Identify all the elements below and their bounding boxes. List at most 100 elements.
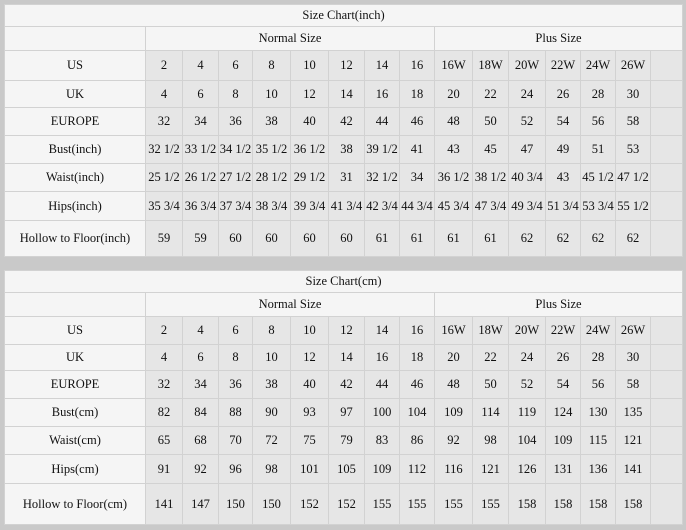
empty-cell	[649, 483, 684, 525]
table-row: Bust(cm) 82 84 88 90 93 97 100 104 109 114 119 124 13…	[4, 398, 684, 427]
empty-cell	[649, 344, 684, 371]
size-value-cell: 59	[145, 220, 183, 257]
size-value-cell: 42 3/4	[364, 191, 400, 221]
size-value-cell: 35 3/4	[145, 191, 183, 221]
size-value-cell: 2	[145, 50, 183, 81]
size-value-cell: 93	[290, 398, 329, 427]
table-row: Waist(cm) 65 68 70 72 75 79 83 86 92 98 104 109 115 12…	[4, 426, 684, 455]
size-value-cell: 158	[508, 483, 546, 525]
row-label: Bust(inch)	[4, 135, 146, 164]
size-value-cell: 43	[545, 163, 581, 192]
size-value-cell: 54	[545, 107, 581, 136]
size-value-cell: 29 1/2	[290, 163, 329, 192]
size-value-cell: 16W	[434, 316, 473, 345]
size-value-cell: 47 1/2	[615, 163, 651, 192]
size-value-cell: 8	[218, 80, 253, 108]
empty-cell	[649, 163, 684, 192]
table-row: EUROPE 32 34 36 38 40 42 44 46 48 50 52 54 56 58	[4, 107, 684, 136]
size-value-cell: 53 3/4	[580, 191, 616, 221]
size-value-cell: 16	[364, 344, 400, 371]
table-row: EUROPE 32 34 36 38 40 42 44 46 48 50 52 54 56 58	[4, 370, 684, 399]
size-value-cell: 6	[182, 344, 219, 371]
size-value-cell: 12	[290, 344, 329, 371]
size-value-cell: 40	[290, 107, 329, 136]
size-value-cell: 91	[145, 454, 183, 484]
size-value-cell: 147	[182, 483, 219, 525]
size-value-cell: 109	[545, 426, 581, 455]
size-value-cell: 12	[328, 316, 365, 345]
size-value-cell: 10	[290, 316, 329, 345]
size-value-cell: 38 3/4	[252, 191, 291, 221]
size-value-cell: 124	[545, 398, 581, 427]
group-header-normal: Normal Size	[145, 26, 435, 51]
row-label: Bust(cm)	[4, 398, 146, 427]
size-value-cell: 141	[615, 454, 651, 484]
size-value-cell: 25 1/2	[145, 163, 183, 192]
table-row: Hollow to Floor(cm) 141 147 150 150 152 152 155…	[4, 483, 684, 525]
size-value-cell: 38	[252, 107, 291, 136]
table-row: US 2 4 6 8 10 12 14 16 16W 18W 20W 22W 24W 26W	[4, 50, 684, 81]
size-value-cell: 20W	[508, 50, 546, 81]
size-value-cell: 152	[328, 483, 365, 525]
size-value-cell: 4	[182, 316, 219, 345]
size-value-cell: 84	[182, 398, 219, 427]
size-value-cell: 55 1/2	[615, 191, 651, 221]
size-value-cell: 18	[399, 80, 435, 108]
row-label: Waist(inch)	[4, 163, 146, 192]
table-row: UK 4 6 8 10 12 14 16 18 20 22 24 26 28 30	[4, 80, 684, 108]
size-chart-inch: Size Chart(inch) Normal Size Plus Size US 2 4…	[3, 4, 684, 257]
size-value-cell: 119	[508, 398, 546, 427]
size-value-cell: 26W	[615, 316, 651, 345]
size-value-cell: 52	[508, 107, 546, 136]
empty-cell	[649, 80, 684, 108]
size-value-cell: 59	[182, 220, 219, 257]
size-value-cell: 82	[145, 398, 183, 427]
table-row: Bust(inch) 32 1/2 33 1/2 34 1/2 35 1/2 36 1/2…	[4, 135, 684, 164]
size-value-cell: 56	[580, 107, 616, 136]
size-value-cell: 14	[328, 80, 365, 108]
row-label: EUROPE	[4, 107, 146, 136]
size-value-cell: 32	[145, 107, 183, 136]
size-value-cell: 150	[218, 483, 253, 525]
size-value-cell: 26	[545, 344, 581, 371]
size-value-cell: 155	[434, 483, 473, 525]
size-value-cell: 36 1/2	[434, 163, 473, 192]
size-value-cell: 4	[145, 344, 183, 371]
empty-cell	[649, 220, 684, 257]
size-value-cell: 26	[545, 80, 581, 108]
empty-cell	[649, 370, 684, 399]
size-value-cell: 16	[399, 316, 435, 345]
size-value-cell: 32 1/2	[364, 163, 400, 192]
size-value-cell: 27 1/2	[218, 163, 253, 192]
size-value-cell: 44	[364, 370, 400, 399]
size-value-cell: 24	[508, 80, 546, 108]
size-value-cell: 68	[182, 426, 219, 455]
size-value-cell: 42	[328, 370, 365, 399]
size-value-cell: 8	[252, 50, 291, 81]
group-header-normal: Normal Size	[145, 292, 435, 317]
size-value-cell: 36	[218, 107, 253, 136]
size-value-cell: 40 3/4	[508, 163, 546, 192]
size-value-cell: 18W	[472, 316, 509, 345]
empty-cell	[649, 135, 684, 164]
size-value-cell: 20W	[508, 316, 546, 345]
size-value-cell: 50	[472, 107, 509, 136]
size-value-cell: 20	[434, 344, 473, 371]
size-chart-cm: Size Chart(cm) Normal Size Plus Size US 2 4 6 8…	[3, 270, 684, 525]
size-value-cell: 155	[399, 483, 435, 525]
size-value-cell: 42	[328, 107, 365, 136]
size-value-cell: 32 1/2	[145, 135, 183, 164]
size-value-cell: 46	[399, 107, 435, 136]
size-value-cell: 41 3/4	[328, 191, 365, 221]
size-value-cell: 40	[290, 370, 329, 399]
size-value-cell: 61	[434, 220, 473, 257]
size-value-cell: 50	[472, 370, 509, 399]
size-value-cell: 62	[545, 220, 581, 257]
size-value-cell: 112	[399, 454, 435, 484]
table-row: UK 4 6 8 10 12 14 16 18 20 22 24 26 28 30	[4, 344, 684, 371]
table-row: US 2 4 6 8 10 12 14 16 16W 18W 20W 22W 24W 26W	[4, 316, 684, 345]
size-value-cell: 33 1/2	[182, 135, 219, 164]
size-value-cell: 37 3/4	[218, 191, 253, 221]
size-value-cell: 47 3/4	[472, 191, 509, 221]
size-value-cell: 44	[364, 107, 400, 136]
